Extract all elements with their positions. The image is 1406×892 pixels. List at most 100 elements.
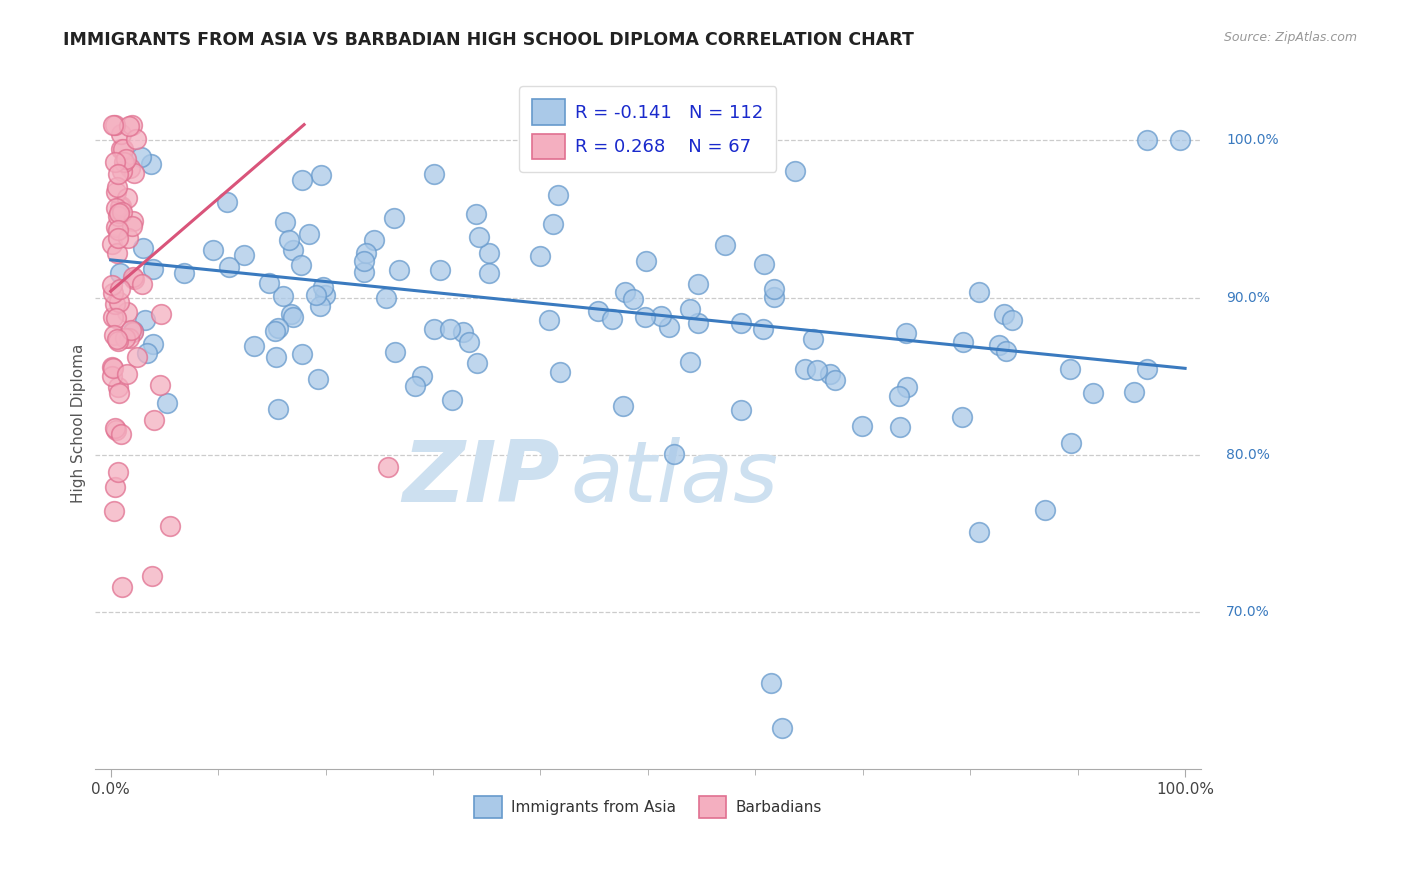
Point	[125, 350, 148, 364]
Point	[806, 363, 828, 377]
Point	[354, 246, 377, 260]
Point	[730, 316, 752, 330]
Point	[108, 295, 131, 310]
Point	[107, 231, 129, 245]
Point	[529, 249, 551, 263]
Point	[1168, 133, 1191, 147]
Point	[411, 368, 433, 383]
Legend: Immigrants from Asia, Barbadians: Immigrants from Asia, Barbadians	[468, 790, 828, 824]
Point	[100, 277, 122, 292]
Point	[686, 316, 709, 330]
Point	[266, 401, 288, 416]
Point	[550, 365, 572, 379]
Text: 100.0%: 100.0%	[1226, 133, 1279, 147]
Point	[233, 248, 256, 262]
Point	[1059, 362, 1081, 376]
Point	[142, 337, 165, 351]
Point	[273, 215, 295, 229]
Point	[155, 396, 177, 410]
Point	[291, 347, 314, 361]
Point	[107, 380, 129, 394]
Point	[994, 344, 1017, 359]
Point	[103, 328, 125, 343]
Point	[714, 238, 737, 252]
Y-axis label: High School Diploma: High School Diploma	[72, 343, 86, 503]
Point	[621, 292, 644, 306]
Point	[273, 289, 295, 303]
Point	[752, 322, 775, 336]
Point	[132, 241, 155, 255]
Point	[243, 339, 266, 353]
Point	[110, 427, 132, 442]
Point	[993, 307, 1015, 321]
Point	[363, 233, 385, 247]
Point	[105, 219, 128, 234]
Point	[112, 155, 135, 169]
Text: IMMIGRANTS FROM ASIA VS BARBADIAN HIGH SCHOOL DIPLOMA CORRELATION CHART: IMMIGRANTS FROM ASIA VS BARBADIAN HIGH S…	[63, 31, 914, 49]
Point	[257, 277, 280, 291]
Point	[478, 266, 501, 280]
Point	[896, 380, 918, 394]
Point	[111, 205, 134, 219]
Point	[149, 378, 172, 392]
Point	[304, 288, 326, 302]
Point	[142, 412, 165, 426]
Point	[121, 325, 143, 339]
Point	[634, 310, 657, 324]
Point	[111, 580, 134, 594]
Point	[122, 272, 145, 286]
Point	[612, 400, 634, 414]
Point	[801, 332, 824, 346]
Point	[277, 233, 299, 247]
Point	[429, 262, 451, 277]
Point	[218, 260, 240, 274]
Point	[104, 202, 127, 216]
Point	[591, 131, 613, 145]
Point	[818, 367, 841, 381]
Point	[135, 346, 157, 360]
Point	[851, 419, 873, 434]
Point	[134, 313, 156, 327]
Point	[115, 304, 138, 318]
Point	[100, 359, 122, 374]
Point	[118, 119, 141, 133]
Point	[600, 312, 623, 326]
Point	[662, 447, 685, 461]
Point	[105, 185, 128, 199]
Point	[1081, 385, 1104, 400]
Point	[967, 524, 990, 539]
Point	[107, 465, 129, 479]
Point	[422, 322, 444, 336]
Point	[104, 296, 127, 310]
Point	[439, 322, 461, 336]
Point	[107, 167, 129, 181]
Point	[283, 310, 305, 325]
Point	[104, 154, 127, 169]
Point	[125, 131, 148, 145]
Point	[761, 675, 783, 690]
Point	[107, 223, 129, 237]
Point	[465, 206, 488, 220]
Point	[122, 165, 145, 179]
Point	[101, 118, 124, 132]
Point	[952, 409, 974, 424]
Point	[613, 285, 636, 300]
Point	[117, 231, 139, 245]
Point	[382, 211, 405, 226]
Point	[110, 198, 132, 212]
Point	[122, 269, 145, 284]
Point	[111, 142, 134, 156]
Point	[384, 345, 406, 359]
Point	[730, 402, 752, 417]
Point	[1001, 312, 1024, 326]
Point	[298, 227, 321, 241]
Point	[752, 257, 775, 271]
Point	[141, 569, 163, 583]
Point	[440, 392, 463, 407]
Point	[374, 291, 396, 305]
Point	[120, 161, 142, 176]
Point	[111, 164, 134, 178]
Point	[290, 258, 312, 272]
Point	[658, 319, 681, 334]
Point	[283, 243, 305, 257]
